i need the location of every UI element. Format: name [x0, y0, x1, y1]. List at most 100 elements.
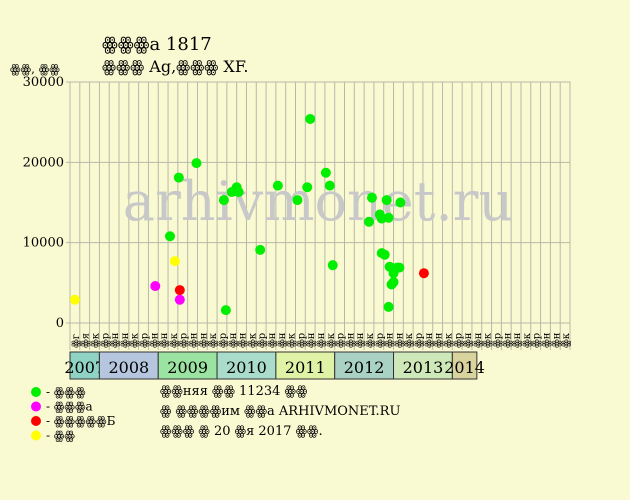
year-bands: 2007 2008 2009 2010 2011 2012 2013 2014 — [64, 351, 485, 380]
month-label: ꙮн — [355, 332, 366, 348]
month-label: ꙮн — [512, 332, 523, 348]
y-tick-label: 30000 — [23, 75, 64, 90]
month-labels: ꙮгꙮяꙮкꙮрꙮнꙮнꙮкꙮрꙮнꙮнꙮкꙮрꙮнꙮнꙮкꙮрꙮнꙮнꙮкꙮр… — [71, 332, 572, 348]
data-point-xf — [327, 260, 338, 271]
data-point-xf — [255, 244, 266, 255]
year-band — [275, 351, 336, 380]
year-band — [451, 351, 478, 380]
month-label: ꙮн — [267, 332, 278, 348]
month-label: ꙮр — [218, 333, 229, 348]
month-label: ꙮн — [120, 332, 131, 348]
month-label: ꙮр — [492, 333, 503, 348]
year-band — [157, 351, 218, 380]
note-line: ꙮꙮняя ꙮꙮ 11234 ꙮꙮ — [160, 384, 308, 399]
data-point-xf — [324, 180, 335, 191]
month-label: ꙮр — [140, 333, 151, 348]
data-point-xf — [292, 195, 303, 206]
year-label: 2013 — [403, 358, 444, 377]
month-label: ꙮк — [522, 332, 533, 348]
legend-marker-vf — [31, 430, 41, 441]
data-point-au — [150, 281, 161, 292]
legend-label-au: - ꙮꙮꙮа — [46, 400, 93, 414]
month-label: ꙮн — [149, 332, 160, 348]
data-point-vf — [69, 294, 80, 305]
legend-marker-unc — [31, 416, 41, 426]
month-label: ꙮн — [316, 332, 327, 348]
month-label: ꙮн — [277, 332, 288, 348]
legend-label-xf: - ꙮꙮꙮ — [46, 385, 86, 399]
month-label: ꙮн — [198, 332, 209, 348]
legend: - ꙮꙮꙮ- ꙮꙮꙮа- ꙮꙮꙮꙮꙮБ- ꙮꙮ — [31, 385, 116, 443]
data-point-xf — [320, 167, 331, 178]
data-point-vf — [169, 256, 180, 267]
month-label: ꙮр — [296, 333, 307, 348]
month-label: ꙮк — [483, 332, 494, 348]
data-point-au — [174, 294, 185, 305]
data-point-xf — [220, 305, 231, 316]
data-point-xf — [395, 197, 406, 208]
month-label: ꙮк — [404, 332, 415, 348]
data-point-xf — [191, 158, 202, 169]
grid-lines — [66, 81, 571, 350]
year-label: 2008 — [108, 358, 149, 377]
year-label: 2007 — [64, 358, 105, 377]
y-axis-ticks: 0 10000 20000 30000 — [23, 75, 64, 331]
data-point-xf — [394, 262, 405, 273]
month-label: ꙮк — [91, 332, 102, 348]
data-point-unc — [174, 285, 185, 296]
month-label: ꙮн — [228, 332, 239, 348]
month-label: ꙮр — [336, 333, 347, 348]
month-label: ꙮн — [394, 332, 405, 348]
legend-marker-au — [31, 401, 41, 412]
y-tick-label: 10000 — [23, 236, 64, 251]
data-point-xf — [379, 249, 390, 260]
y-tick-label: 0 — [56, 316, 64, 331]
month-label: ꙮк — [130, 332, 141, 348]
month-label: ꙮк — [561, 332, 572, 348]
month-label: ꙮя — [81, 333, 92, 348]
month-label: ꙮн — [238, 332, 249, 348]
month-label: ꙮн — [306, 332, 317, 348]
month-label: ꙮн — [473, 332, 484, 348]
month-label: ꙮн — [551, 332, 562, 348]
data-point-xf — [364, 216, 375, 227]
month-label: ꙮк — [443, 332, 454, 348]
note-line: ꙮꙮꙮ ꙮ 20 ꙮя 2017 ꙮꙮ. — [160, 424, 323, 439]
year-label: 2009 — [167, 358, 208, 377]
year-label: 2011 — [285, 358, 326, 377]
month-label: ꙮк — [365, 332, 376, 348]
month-label: ꙮг — [71, 334, 82, 348]
month-label: ꙮк — [287, 332, 298, 348]
year-band — [334, 351, 395, 380]
legend-label-vf: - ꙮꙮ — [46, 429, 75, 443]
data-point-xf — [366, 192, 377, 203]
watermark: arhivmonet.ru — [123, 170, 513, 233]
month-label: ꙮн — [345, 332, 356, 348]
data-point-xf — [305, 113, 316, 124]
month-label: ꙮн — [463, 332, 474, 348]
legend-label-unc: - ꙮꙮꙮꙮꙮБ — [46, 414, 116, 428]
month-label: ꙮк — [326, 332, 337, 348]
month-label: ꙮр — [532, 333, 543, 348]
month-label: ꙮр — [375, 333, 386, 348]
y-tick-label: 20000 — [23, 155, 64, 170]
month-label: ꙮн — [424, 332, 435, 348]
month-label: ꙮр — [414, 333, 425, 348]
month-label: ꙮр — [179, 333, 190, 348]
month-label: ꙮр — [100, 333, 111, 348]
chart-subtitle: ꙮꙮꙮ Ag,ꙮꙮꙮ XF. — [102, 57, 249, 76]
month-label: ꙮн — [159, 332, 170, 348]
data-point-unc — [418, 268, 429, 279]
year-band — [393, 351, 453, 380]
month-label: ꙮр — [453, 333, 464, 348]
legend-marker-xf — [31, 387, 41, 397]
month-label: ꙮн — [502, 332, 513, 348]
month-label: ꙮн — [385, 332, 396, 348]
month-label: ꙮн — [541, 332, 552, 348]
data-point-xf — [173, 172, 184, 183]
month-label: ꙮк — [208, 332, 219, 348]
note-line: ꙮ ꙮꙮꙮꙮим ꙮꙮа ARHIVMONET.RU — [160, 404, 400, 419]
data-point-xf — [218, 195, 229, 206]
data-point-xf — [388, 277, 399, 288]
